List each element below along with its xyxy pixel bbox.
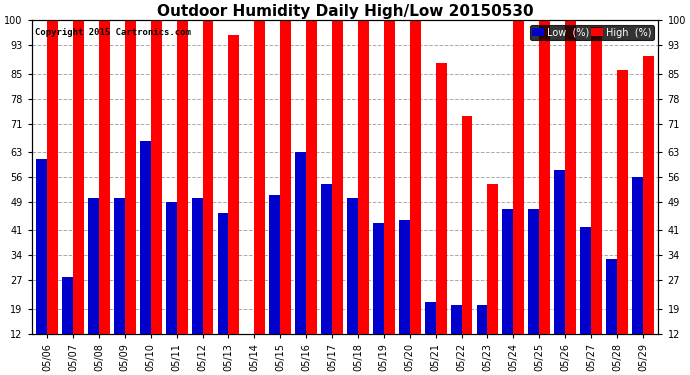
Bar <box>540 20 550 334</box>
Bar <box>280 20 291 334</box>
Bar <box>487 184 498 334</box>
Legend: Low  (%), High  (%): Low (%), High (%) <box>530 25 653 40</box>
Bar <box>529 209 540 334</box>
Bar <box>347 198 358 334</box>
Bar <box>203 20 213 334</box>
Bar <box>177 20 188 334</box>
Bar <box>358 20 369 334</box>
Bar <box>47 20 58 334</box>
Bar <box>617 70 628 334</box>
Bar <box>435 63 446 334</box>
Bar <box>632 177 643 334</box>
Bar <box>99 20 110 334</box>
Bar <box>462 117 473 334</box>
Bar <box>166 202 177 334</box>
Bar <box>295 152 306 334</box>
Bar <box>37 159 47 334</box>
Bar <box>565 20 576 334</box>
Bar <box>451 305 462 334</box>
Bar <box>228 34 239 334</box>
Bar <box>410 20 421 334</box>
Bar <box>217 213 228 334</box>
Bar <box>580 227 591 334</box>
Bar <box>114 198 125 334</box>
Title: Outdoor Humidity Daily High/Low 20150530: Outdoor Humidity Daily High/Low 20150530 <box>157 4 533 19</box>
Bar <box>373 223 384 334</box>
Bar <box>88 198 99 334</box>
Bar <box>306 20 317 334</box>
Bar <box>554 170 565 334</box>
Bar <box>513 20 524 334</box>
Text: Copyright 2015 Cartronics.com: Copyright 2015 Cartronics.com <box>34 28 190 37</box>
Bar <box>502 209 513 334</box>
Bar <box>255 20 265 334</box>
Bar <box>140 141 150 334</box>
Bar <box>150 20 161 334</box>
Bar <box>643 56 653 334</box>
Bar <box>62 277 73 334</box>
Bar <box>384 20 395 334</box>
Bar <box>73 20 84 334</box>
Bar <box>425 302 435 334</box>
Bar <box>125 20 136 334</box>
Bar <box>321 184 332 334</box>
Bar <box>477 305 487 334</box>
Bar <box>399 220 410 334</box>
Bar <box>591 27 602 334</box>
Bar <box>192 198 203 334</box>
Bar <box>332 20 343 334</box>
Bar <box>269 195 280 334</box>
Bar <box>606 259 617 334</box>
